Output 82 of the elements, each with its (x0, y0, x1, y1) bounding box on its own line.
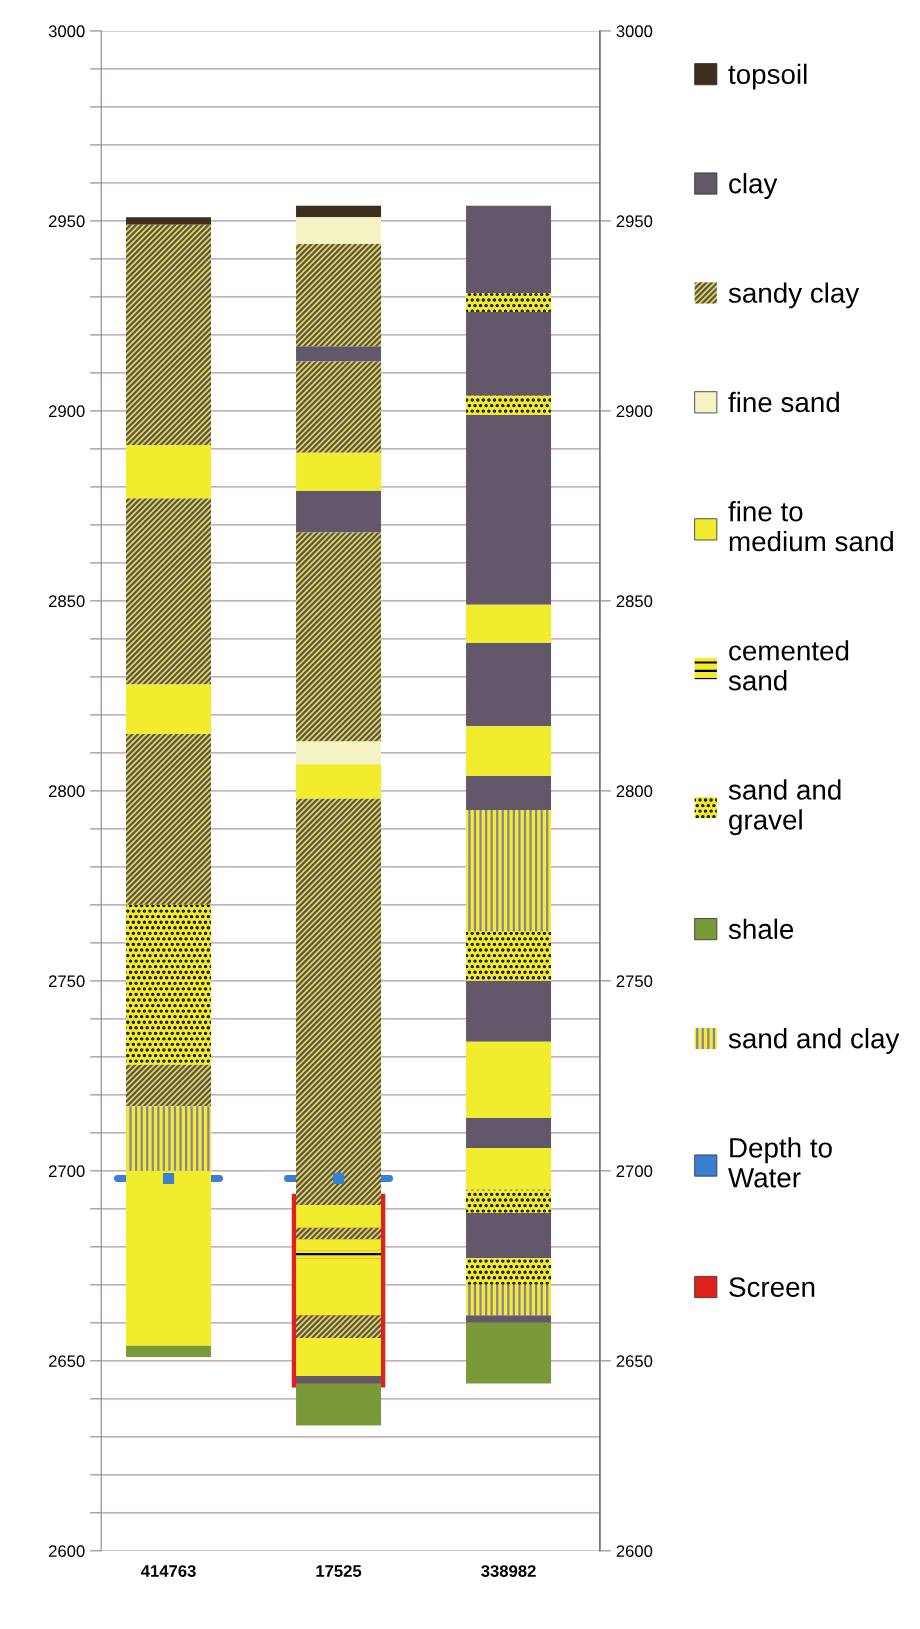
bar (466, 1117, 552, 1149)
y2-tick-label: 3000 (616, 25, 653, 38)
bar (466, 1148, 552, 1190)
bar (466, 293, 552, 313)
legend-label: sand and clay (728, 1028, 900, 1054)
bar (466, 1322, 552, 1384)
bar (296, 1315, 382, 1339)
bar (126, 684, 212, 734)
bar (466, 1189, 552, 1213)
bar (126, 733, 212, 905)
bar (296, 1383, 382, 1426)
x-tick-label: 338982 (481, 1565, 536, 1577)
y2-tick-label: 2850 (616, 595, 653, 608)
y2-tick-label: 2750 (616, 975, 653, 988)
y2-tick-label: 2950 (616, 215, 653, 228)
legend-label: topsoil (728, 63, 807, 90)
legend-label: shale (728, 918, 794, 940)
x-tick-label: 414763 (140, 1565, 196, 1577)
bar (466, 205, 552, 294)
y-tick-label: 2900 (48, 405, 85, 418)
legend-label: Depth to Water (728, 1137, 832, 1188)
legend-label: Screen (729, 1277, 815, 1297)
bar (466, 642, 552, 727)
bar (466, 980, 552, 1042)
bar (466, 1041, 552, 1118)
y-tick-label: 2750 (48, 975, 85, 988)
bar (296, 532, 382, 742)
bar (296, 1338, 382, 1377)
bar (126, 904, 212, 1065)
bar (126, 1064, 212, 1107)
bar (466, 1258, 552, 1285)
legend-label: cemented sand (728, 640, 849, 691)
bar (296, 1239, 382, 1251)
bar (466, 1212, 552, 1259)
bar (466, 1315, 552, 1323)
legend-label: sand and gravel (728, 779, 841, 836)
y2-tick-label: 2600 (616, 1545, 653, 1558)
bar (126, 1106, 212, 1171)
bar (466, 604, 552, 643)
legend-label: fine sand (728, 391, 839, 413)
bar (296, 1376, 382, 1384)
bar (296, 217, 382, 244)
y-tick-label: 2700 (48, 1165, 85, 1178)
bar (466, 1284, 552, 1316)
bar (466, 809, 552, 932)
legend-label: fine to medium sand (728, 501, 893, 552)
y-tick-label: 2850 (48, 595, 85, 608)
y-tick-label: 3000 (48, 25, 85, 38)
bar (296, 361, 382, 453)
bar (466, 395, 552, 415)
bar (466, 931, 552, 981)
y-tick-label: 2800 (48, 785, 85, 798)
bar (296, 243, 382, 347)
bar (296, 1227, 382, 1240)
bar (296, 764, 382, 799)
legend-label: clay (729, 173, 778, 199)
bar (296, 1258, 382, 1316)
y-tick-label: 2950 (48, 215, 85, 228)
bar (296, 205, 382, 218)
bar (126, 224, 212, 446)
bar (126, 217, 212, 225)
bar (126, 498, 212, 685)
bar (126, 1345, 212, 1358)
y2-tick-label: 2800 (616, 785, 653, 798)
y-tick-label: 2650 (48, 1355, 85, 1368)
x-tick-label: 17525 (316, 1565, 362, 1577)
legend-label: sandy clay (728, 282, 860, 309)
y2-tick-label: 2900 (616, 405, 653, 418)
bar (126, 445, 212, 499)
bar (466, 775, 552, 810)
bar (296, 452, 382, 491)
bar (296, 741, 382, 765)
bar (296, 346, 382, 362)
bar (466, 312, 552, 396)
bar (296, 490, 382, 533)
y2-tick-label: 2650 (616, 1355, 653, 1368)
y2-tick-label: 2700 (616, 1165, 653, 1178)
bar (466, 414, 552, 605)
y-tick-label: 2600 (48, 1545, 85, 1558)
bar (296, 1250, 382, 1259)
bar (466, 726, 552, 776)
bar (296, 1205, 382, 1228)
